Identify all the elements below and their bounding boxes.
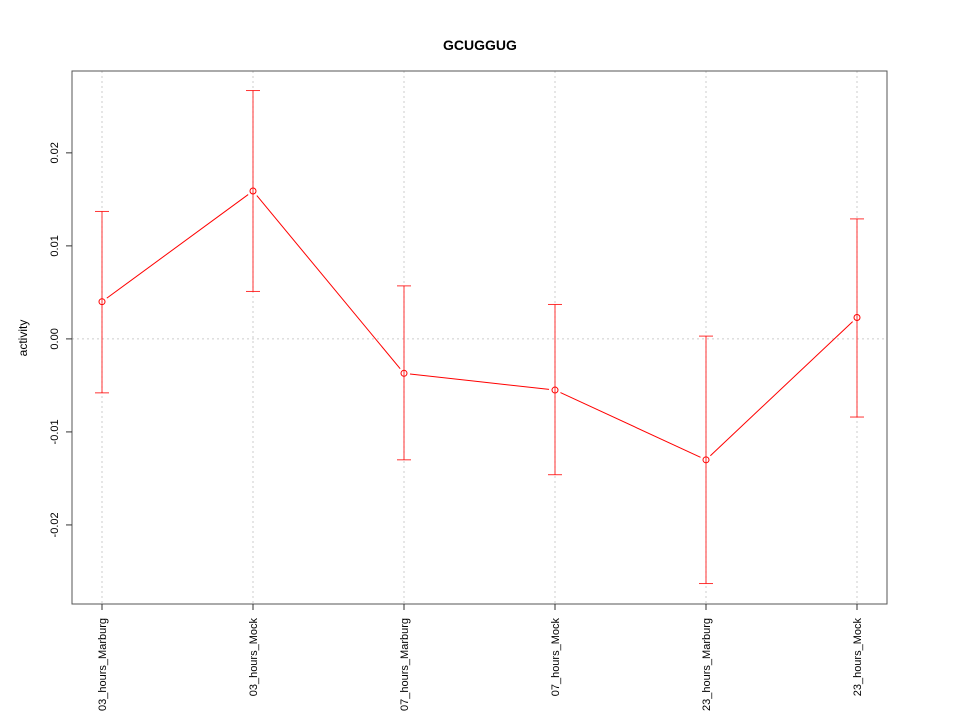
y-tick-label: -0.01 [49,419,61,444]
y-tick-label: 0.00 [49,328,61,349]
series-line-segment [256,195,401,370]
data-point [98,298,106,306]
data-point [853,314,861,322]
y-axis-label: activity [16,320,30,357]
data-point [702,456,710,464]
data-point [249,187,257,195]
series-line-segment [560,392,701,458]
y-tick-label: 0.02 [49,142,61,163]
series-line-segment [106,194,249,299]
x-tick-label: 23_hours_Marburg [701,618,713,711]
plot-frame [71,70,888,605]
series-line-segment [710,321,853,457]
data-point [400,369,408,377]
series-line-segment [409,373,550,390]
chart-title: GCUGGUG [443,37,517,53]
data-point [551,386,559,394]
y-tick-label: -0.02 [49,512,61,537]
x-tick-label: 03_hours_Mock [248,618,260,697]
x-tick-label: 23_hours_Mock [852,618,864,697]
x-tick-label: 03_hours_Marburg [97,618,109,711]
x-tick-label: 07_hours_Mock [550,618,562,697]
x-tick-label: 07_hours_Marburg [399,618,411,711]
y-tick-label: 0.01 [49,235,61,256]
